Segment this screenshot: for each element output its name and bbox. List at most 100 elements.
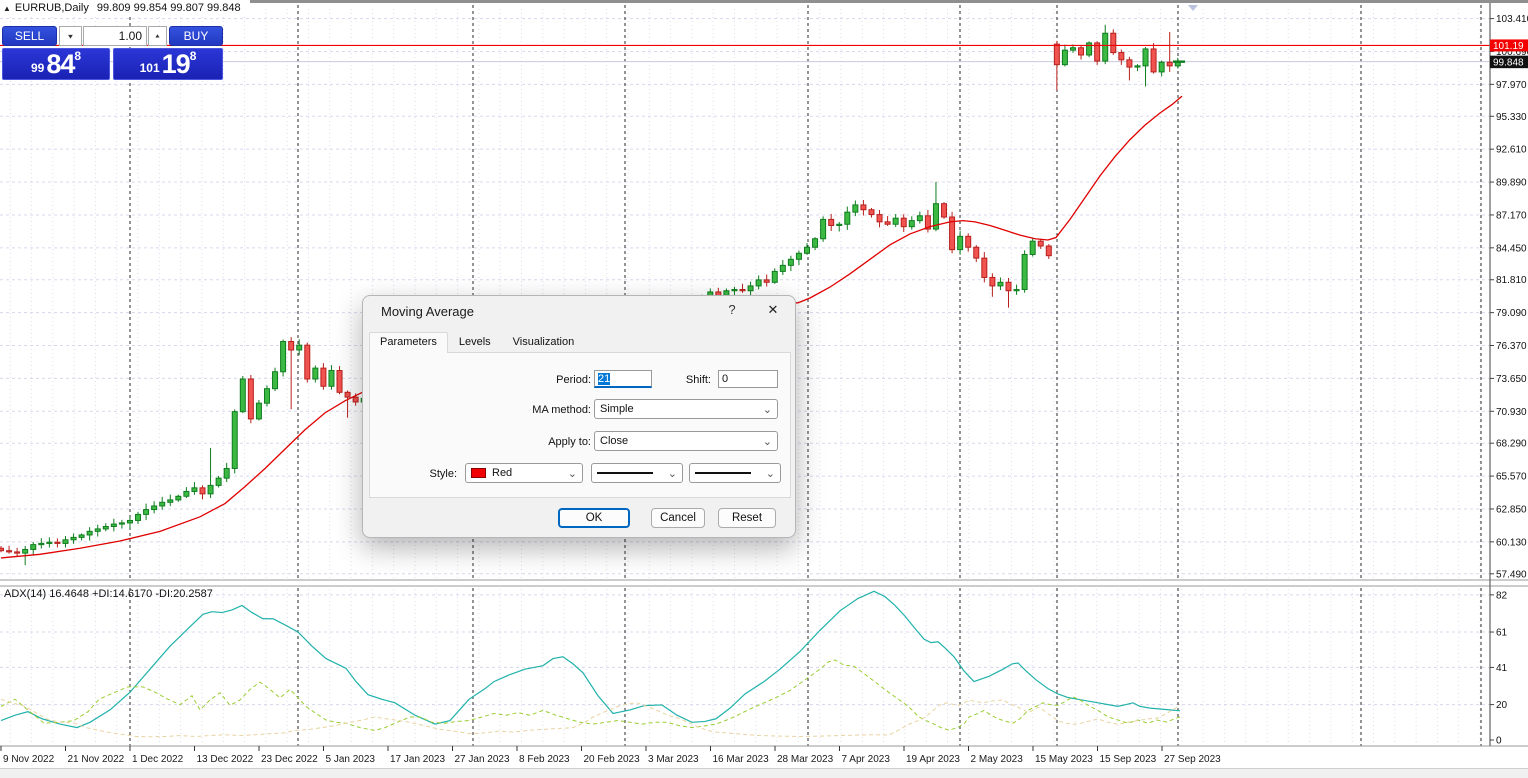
svg-text:27 Jan 2023: 27 Jan 2023 bbox=[455, 754, 510, 765]
chevron-up-icon: ▲ bbox=[154, 33, 161, 39]
buy-price-panel[interactable]: 101 19 8 bbox=[113, 48, 223, 80]
svg-text:19 Apr 2023: 19 Apr 2023 bbox=[906, 754, 960, 765]
dialog-title: Moving Average bbox=[381, 304, 474, 319]
style-color-value: Red bbox=[492, 467, 513, 479]
sell-price-panel[interactable]: 99 84 8 bbox=[2, 48, 110, 80]
svg-text:8 Feb 2023: 8 Feb 2023 bbox=[519, 754, 570, 765]
svg-text:3 Mar 2023: 3 Mar 2023 bbox=[648, 754, 699, 765]
chevron-down-icon: ⌄ bbox=[762, 435, 772, 448]
svg-text:0: 0 bbox=[1496, 736, 1502, 747]
svg-text:82: 82 bbox=[1496, 590, 1508, 601]
symbol-name: EURRUB,Daily bbox=[14, 2, 89, 14]
svg-text:70.930: 70.930 bbox=[1496, 407, 1527, 418]
style-label: Style: bbox=[429, 468, 457, 480]
svg-text:15 May 2023: 15 May 2023 bbox=[1035, 754, 1093, 765]
svg-text:17 Jan 2023: 17 Jan 2023 bbox=[390, 754, 445, 765]
apply-to-select[interactable]: Close ⌄ bbox=[594, 431, 778, 451]
svg-text:23 Dec 2022: 23 Dec 2022 bbox=[261, 754, 318, 765]
color-swatch-red bbox=[471, 468, 486, 478]
plus-di-line bbox=[0, 659, 1181, 731]
moving-average-dialog: Moving Average ? ✕ Parameters Levels Vis… bbox=[362, 295, 796, 538]
chevron-down-icon: ⌄ bbox=[765, 467, 775, 480]
ma-method-select[interactable]: Simple ⌄ bbox=[594, 399, 778, 419]
ok-button[interactable]: OK bbox=[558, 508, 630, 528]
svg-text:57.490: 57.490 bbox=[1496, 569, 1527, 580]
ma-method-value: Simple bbox=[600, 403, 634, 415]
window-top-border bbox=[0, 0, 1528, 3]
period-input[interactable]: 21 bbox=[594, 370, 652, 388]
symbol-header: ▲ EURRUB,Daily 99.809 99.854 99.807 99.8… bbox=[0, 0, 250, 16]
buy-price-big: 19 bbox=[161, 49, 191, 79]
buy-button[interactable]: BUY bbox=[169, 26, 223, 46]
chevron-down-icon: ⌄ bbox=[762, 403, 772, 416]
svg-text:97.970: 97.970 bbox=[1496, 80, 1527, 91]
sell-price-small: 99 bbox=[30, 61, 45, 75]
chevron-down-icon: ⌄ bbox=[667, 467, 677, 480]
line-style-icon bbox=[597, 472, 653, 474]
svg-text:84.450: 84.450 bbox=[1496, 243, 1527, 254]
svg-text:5 Jan 2023: 5 Jan 2023 bbox=[326, 754, 376, 765]
apply-to-label: Apply to: bbox=[548, 436, 591, 448]
help-icon[interactable]: ? bbox=[728, 302, 736, 317]
shift-input[interactable]: 0 bbox=[718, 370, 778, 388]
svg-text:21 Nov 2022: 21 Nov 2022 bbox=[68, 754, 125, 765]
style-line-type-select[interactable]: ⌄ bbox=[591, 463, 683, 483]
symbol-ohlc-values: 99.809 99.854 99.807 99.848 bbox=[96, 2, 241, 14]
svg-text:7 Apr 2023: 7 Apr 2023 bbox=[842, 754, 891, 765]
window-bottom-strip bbox=[0, 768, 1528, 778]
svg-text:1 Dec 2022: 1 Dec 2022 bbox=[132, 754, 184, 765]
svg-text:99.848: 99.848 bbox=[1493, 58, 1524, 69]
svg-text:89.890: 89.890 bbox=[1496, 178, 1527, 189]
svg-text:41: 41 bbox=[1496, 663, 1508, 674]
svg-text:2 May 2023: 2 May 2023 bbox=[971, 754, 1024, 765]
volume-increase-button[interactable]: ▲ bbox=[148, 26, 167, 46]
moving-average-line bbox=[0, 95, 1183, 559]
tab-parameters[interactable]: Parameters bbox=[369, 332, 448, 353]
shift-label: Shift: bbox=[685, 374, 711, 386]
collapse-panel-icon[interactable]: ▲ bbox=[3, 3, 11, 13]
sell-button[interactable]: SELL bbox=[2, 26, 57, 46]
svg-text:81.810: 81.810 bbox=[1496, 275, 1527, 286]
tab-levels[interactable]: Levels bbox=[458, 336, 491, 348]
svg-text:79.090: 79.090 bbox=[1496, 308, 1527, 319]
buy-price-small: 101 bbox=[139, 61, 160, 75]
svg-text:61: 61 bbox=[1496, 628, 1508, 639]
bid-price-badge bbox=[1490, 55, 1528, 69]
svg-text:16 Mar 2023: 16 Mar 2023 bbox=[713, 754, 770, 765]
ask-price-badge bbox=[1490, 39, 1528, 52]
svg-text:62.850: 62.850 bbox=[1496, 504, 1527, 515]
svg-text:28 Mar 2023: 28 Mar 2023 bbox=[777, 754, 834, 765]
tab-visualization[interactable]: Visualization bbox=[512, 336, 575, 348]
svg-text:87.170: 87.170 bbox=[1496, 210, 1527, 221]
close-icon[interactable]: ✕ bbox=[767, 302, 779, 317]
one-click-trading-widget: SELL ▼ 1.00 ▲ BUY 99 84 8 101 19 8 bbox=[2, 26, 223, 80]
adx-indicator-label: ADX(14) 16.4648 +DI:14.6170 -DI:20.2587 bbox=[4, 588, 213, 600]
chevron-down-icon: ▼ bbox=[66, 32, 75, 40]
apply-to-value: Close bbox=[600, 435, 629, 447]
sell-price-sup: 8 bbox=[74, 49, 82, 63]
svg-text:101.19: 101.19 bbox=[1493, 41, 1524, 52]
volume-dropdown-button[interactable]: ▼ bbox=[59, 26, 82, 46]
adx-line bbox=[0, 590, 1181, 729]
svg-text:68.290: 68.290 bbox=[1496, 439, 1527, 450]
svg-text:13 Dec 2022: 13 Dec 2022 bbox=[197, 754, 254, 765]
cancel-button[interactable]: Cancel bbox=[651, 508, 705, 528]
reset-button[interactable]: Reset bbox=[718, 508, 776, 528]
svg-text:15 Sep 2023: 15 Sep 2023 bbox=[1100, 754, 1157, 765]
chevron-down-icon: ⌄ bbox=[567, 467, 577, 480]
svg-text:60.130: 60.130 bbox=[1496, 537, 1527, 548]
svg-text:76.370: 76.370 bbox=[1496, 341, 1527, 352]
volume-input[interactable]: 1.00 bbox=[83, 26, 147, 46]
svg-text:20 Feb 2023: 20 Feb 2023 bbox=[584, 754, 641, 765]
svg-text:100.690: 100.690 bbox=[1496, 47, 1528, 58]
chart-shift-marker bbox=[1188, 5, 1198, 11]
svg-text:92.610: 92.610 bbox=[1496, 145, 1527, 156]
period-label: Period: bbox=[556, 374, 591, 386]
style-line-width-select[interactable]: ⌄ bbox=[689, 463, 781, 483]
line-width-icon bbox=[695, 472, 751, 474]
style-color-select[interactable]: Red ⌄ bbox=[465, 463, 583, 483]
dialog-tabs: Parameters Levels Visualization bbox=[369, 332, 585, 353]
svg-text:27 Sep 2023: 27 Sep 2023 bbox=[1164, 754, 1221, 765]
